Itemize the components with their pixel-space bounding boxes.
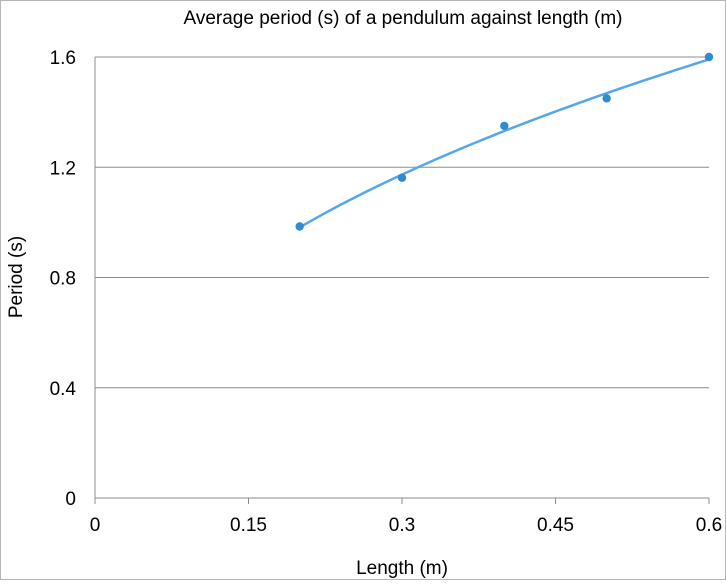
data-point [704,52,714,62]
y-tick-label: 0.8 [50,269,76,290]
x-tick-label: 0 [90,515,101,536]
trendline-layer [298,58,711,229]
x-tick-label: 0.15 [230,515,267,536]
trendline [298,58,711,229]
data-point [397,173,407,182]
data-point [295,222,304,231]
y-tick-label: 0 [65,489,76,510]
data-point [500,121,509,131]
y-tick-label: 1.2 [50,158,76,179]
data-points [295,52,714,231]
x-tick-label: 0.45 [537,515,574,536]
y-tick-label: 1.6 [50,48,76,69]
x-tick-label: 0.3 [389,515,415,536]
data-point [602,94,611,103]
y-tick-label: 0.4 [50,379,77,400]
axes [94,57,710,504]
x-axis-label: Length (m) [356,558,448,579]
x-tick-label: 0.6 [696,515,722,536]
tick-labels: 0 0.4 0.8 1.2 1.6 0 0.15 0.3 0.45 0.6 [50,48,723,536]
grid-lines [95,56,709,389]
chart-title: Average period (s) of a pendulum against… [183,8,622,29]
y-axis-label: Period (s) [6,236,27,318]
